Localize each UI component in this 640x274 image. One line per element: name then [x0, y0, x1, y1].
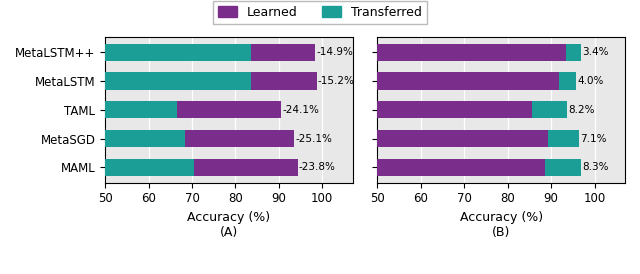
Bar: [378, 101, 532, 118]
Bar: [105, 72, 251, 90]
Text: -14.9%: -14.9%: [317, 47, 353, 57]
X-axis label: Accuracy (%): Accuracy (%): [188, 211, 271, 224]
Bar: [378, 72, 559, 90]
Bar: [566, 44, 580, 61]
Bar: [105, 101, 177, 118]
Text: 3.4%: 3.4%: [582, 47, 609, 57]
Text: -23.8%: -23.8%: [299, 162, 336, 172]
Bar: [378, 130, 548, 147]
Bar: [532, 101, 567, 118]
Text: 7.1%: 7.1%: [580, 134, 606, 144]
Text: -15.2%: -15.2%: [318, 76, 355, 86]
Bar: [545, 159, 580, 176]
Text: 8.3%: 8.3%: [582, 162, 609, 172]
Bar: [105, 159, 194, 176]
Bar: [378, 159, 545, 176]
Bar: [194, 159, 298, 176]
Text: 4.0%: 4.0%: [578, 76, 604, 86]
Bar: [548, 130, 579, 147]
Bar: [251, 44, 316, 61]
Bar: [186, 130, 294, 147]
Text: 8.2%: 8.2%: [568, 105, 595, 115]
Text: -25.1%: -25.1%: [296, 134, 333, 144]
Bar: [559, 72, 577, 90]
Text: (B): (B): [492, 226, 511, 239]
Bar: [251, 72, 317, 90]
X-axis label: Accuracy (%): Accuracy (%): [460, 211, 543, 224]
Bar: [378, 44, 566, 61]
Text: -24.1%: -24.1%: [283, 105, 319, 115]
Text: (A): (A): [220, 226, 238, 239]
Legend: Learned, Transferred: Learned, Transferred: [213, 1, 427, 24]
Bar: [105, 130, 186, 147]
Bar: [177, 101, 282, 118]
Bar: [105, 44, 251, 61]
